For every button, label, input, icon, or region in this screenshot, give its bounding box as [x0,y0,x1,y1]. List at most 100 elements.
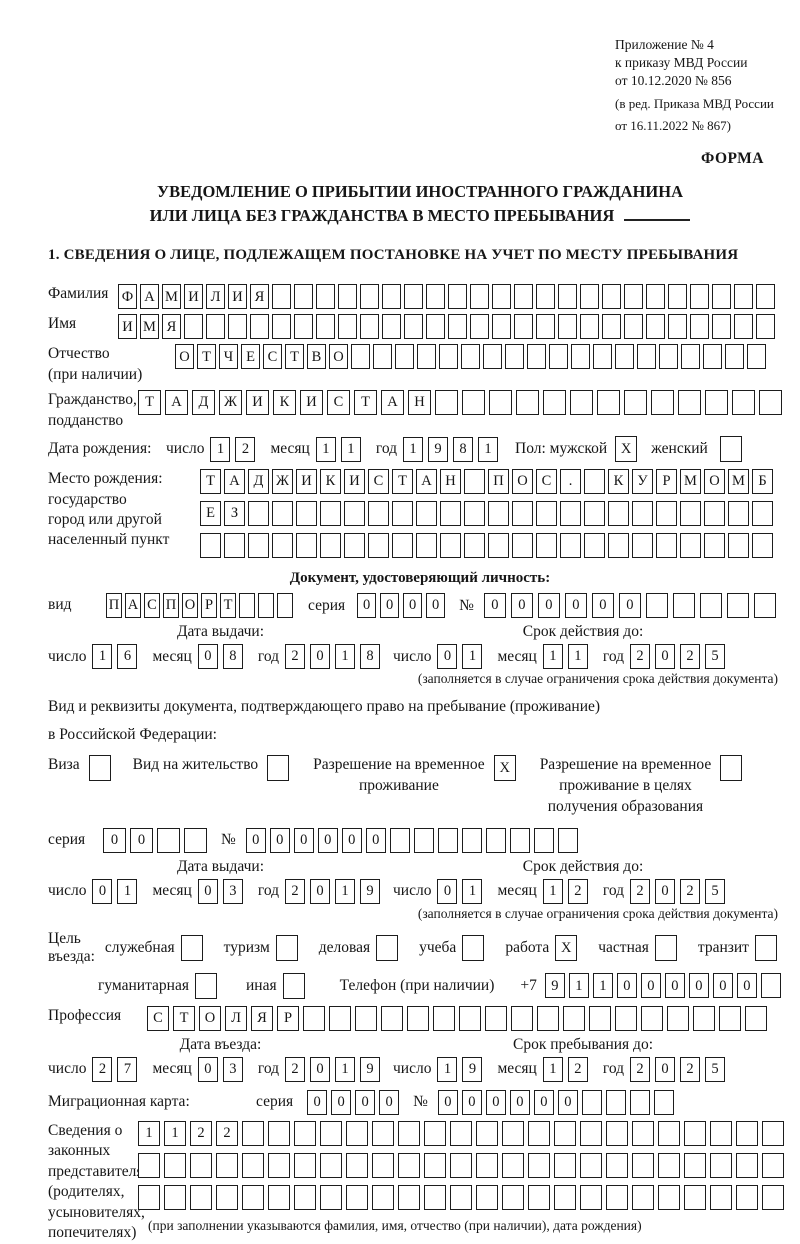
char-cell[interactable]: С [327,390,350,416]
char-cell[interactable] [536,501,557,527]
char-cell[interactable] [710,1184,732,1210]
temp-residence-checkbox[interactable]: X [493,755,516,782]
char-cell[interactable] [549,344,568,370]
char-cell[interactable] [584,469,605,495]
temp-residence-edu-checkbox[interactable] [720,755,743,782]
char-cell[interactable] [759,390,782,416]
char-cell[interactable] [645,593,668,619]
char-cell[interactable]: X [615,436,638,463]
char-cell[interactable] [157,827,180,853]
char-cell[interactable] [448,284,467,310]
char-cell[interactable] [606,1120,628,1146]
char-cell[interactable]: Б [752,469,773,495]
sex-female-checkbox[interactable] [719,436,742,463]
char-cell[interactable] [320,1120,342,1146]
char-cell[interactable]: П [106,593,122,619]
char-cell[interactable] [528,1120,550,1146]
char-cell[interactable]: С [144,593,160,619]
char-cell[interactable] [710,1152,732,1178]
char-cell[interactable] [138,1152,160,1178]
char-cell[interactable]: 8 [453,436,474,462]
char-cell[interactable] [272,314,291,340]
char-cell[interactable]: 1 [542,644,563,670]
char-cell[interactable]: 0 [557,1089,578,1115]
char-cell[interactable]: 0 [688,973,709,999]
char-cell[interactable] [404,284,423,310]
char-cell[interactable]: О [329,344,348,370]
char-cell[interactable] [756,314,775,340]
char-cell[interactable] [216,1184,238,1210]
char-cell[interactable] [560,533,581,559]
char-cell[interactable]: 0 [655,644,676,670]
char-cell[interactable] [581,1089,602,1115]
char-cell[interactable] [656,533,677,559]
char-cell[interactable] [294,284,313,310]
char-cell[interactable]: 2 [285,878,306,904]
char-cell[interactable]: 0 [591,593,614,619]
char-cell[interactable] [258,593,274,619]
char-cell[interactable] [632,1120,654,1146]
char-cell[interactable]: Т [138,390,161,416]
char-cell[interactable] [684,1152,706,1178]
char-cell[interactable] [624,390,647,416]
char-cell[interactable]: 0 [317,827,338,853]
char-cell[interactable] [360,284,379,310]
char-cell[interactable]: Р [277,1005,299,1031]
char-cell[interactable]: Т [285,344,304,370]
char-cell[interactable] [659,344,678,370]
char-cell[interactable]: 1 [403,436,424,462]
char-cell[interactable]: А [140,284,159,310]
char-cell[interactable]: 2 [567,878,588,904]
char-cell[interactable]: 0 [485,1089,506,1115]
char-cell[interactable] [268,1120,290,1146]
char-cell[interactable] [459,1005,481,1031]
char-cell[interactable] [450,1120,472,1146]
char-cell[interactable]: 0 [92,878,113,904]
char-cell[interactable]: И [296,469,317,495]
char-cell[interactable] [489,390,512,416]
char-cell[interactable] [684,1120,706,1146]
char-cell[interactable] [632,533,653,559]
char-cell[interactable] [632,1184,654,1210]
char-cell[interactable] [316,314,335,340]
char-cell[interactable] [516,390,539,416]
char-cell[interactable]: 0 [655,878,676,904]
char-cell[interactable]: Я [162,314,181,340]
char-cell[interactable] [395,344,414,370]
char-cell[interactable] [242,1120,264,1146]
char-cell[interactable] [461,827,482,853]
char-cell[interactable] [206,314,225,340]
char-cell[interactable] [725,344,744,370]
char-cell[interactable] [656,501,677,527]
char-cell[interactable]: М [728,469,749,495]
char-cell[interactable] [382,314,401,340]
char-cell[interactable]: 3 [222,1056,243,1082]
char-cell[interactable]: 0 [197,1056,218,1082]
char-cell[interactable]: 0 [310,644,331,670]
char-cell[interactable]: Н [440,469,461,495]
char-cell[interactable] [690,284,709,310]
char-cell[interactable] [554,1120,576,1146]
char-cell[interactable]: 0 [483,593,506,619]
char-cell[interactable]: Т [354,390,377,416]
char-cell[interactable]: 2 [285,1056,306,1082]
char-cell[interactable]: 7 [117,1056,138,1082]
char-cell[interactable]: 2 [216,1120,238,1146]
char-cell[interactable] [450,1152,472,1178]
char-cell[interactable]: 1 [462,644,483,670]
char-cell[interactable] [558,284,577,310]
char-cell[interactable] [514,284,533,310]
char-cell[interactable] [88,755,111,782]
char-cell[interactable] [275,934,298,961]
char-cell[interactable]: 0 [461,1089,482,1115]
char-cell[interactable] [483,344,502,370]
char-cell[interactable]: О [182,593,198,619]
char-cell[interactable] [184,827,207,853]
char-cell[interactable] [752,501,773,527]
char-cell[interactable] [355,1005,377,1031]
